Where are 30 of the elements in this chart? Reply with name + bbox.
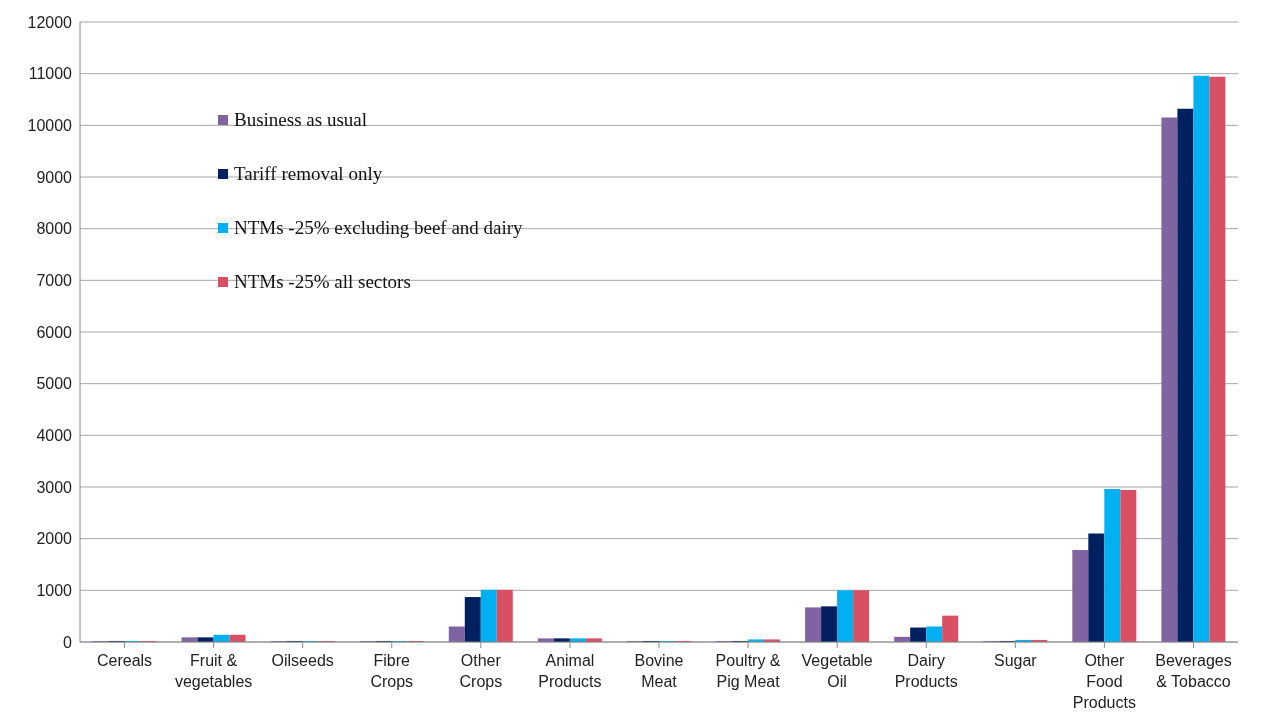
x-tick-label: Dairy Products [894, 652, 958, 690]
y-tick-label: 11000 [28, 65, 73, 83]
legend-label: NTMs -25% all sectors [234, 271, 411, 293]
x-tick-label: Poultry & Pig Meat [715, 652, 781, 690]
y-tick-label: 8000 [36, 220, 73, 238]
legend-label: Business as usual [234, 109, 367, 131]
x-tick-label: Bovine Meat [634, 652, 684, 690]
x-tick-label: Fruit & vegetables [174, 652, 253, 690]
y-tick-label: 6000 [36, 323, 73, 341]
y-tick-label: 1000 [36, 582, 73, 600]
legend-label: NTMs -25% excluding beef and dairy [234, 217, 523, 239]
y-tick-label: 9000 [36, 168, 73, 186]
y-tick-label: 7000 [36, 272, 73, 290]
y-tick-label: 12000 [27, 13, 73, 31]
x-tick-label: Oilseeds [271, 652, 334, 669]
x-tick-label: Animal Products [538, 652, 602, 690]
x-tick-label: Other Food Products [1072, 652, 1136, 711]
legend-label: Tariff removal only [234, 163, 383, 185]
x-tick-label: Cereals [96, 652, 153, 669]
x-tick-label: Sugar [993, 652, 1038, 669]
x-tick-label: Other Crops [459, 652, 503, 690]
y-tick-label: 2000 [36, 530, 73, 548]
y-tick-label: 5000 [36, 375, 73, 393]
x-tick-label: Vegetable Oil [801, 652, 873, 690]
y-tick-label: 0 [63, 633, 73, 651]
y-tick-label: 4000 [36, 427, 73, 445]
x-tick-label: Fibre Crops [370, 652, 414, 690]
x-tick-label: Beverages & Tobacco [1155, 652, 1232, 690]
y-tick-label: 10000 [27, 117, 73, 135]
y-tick-label: 3000 [36, 478, 73, 496]
